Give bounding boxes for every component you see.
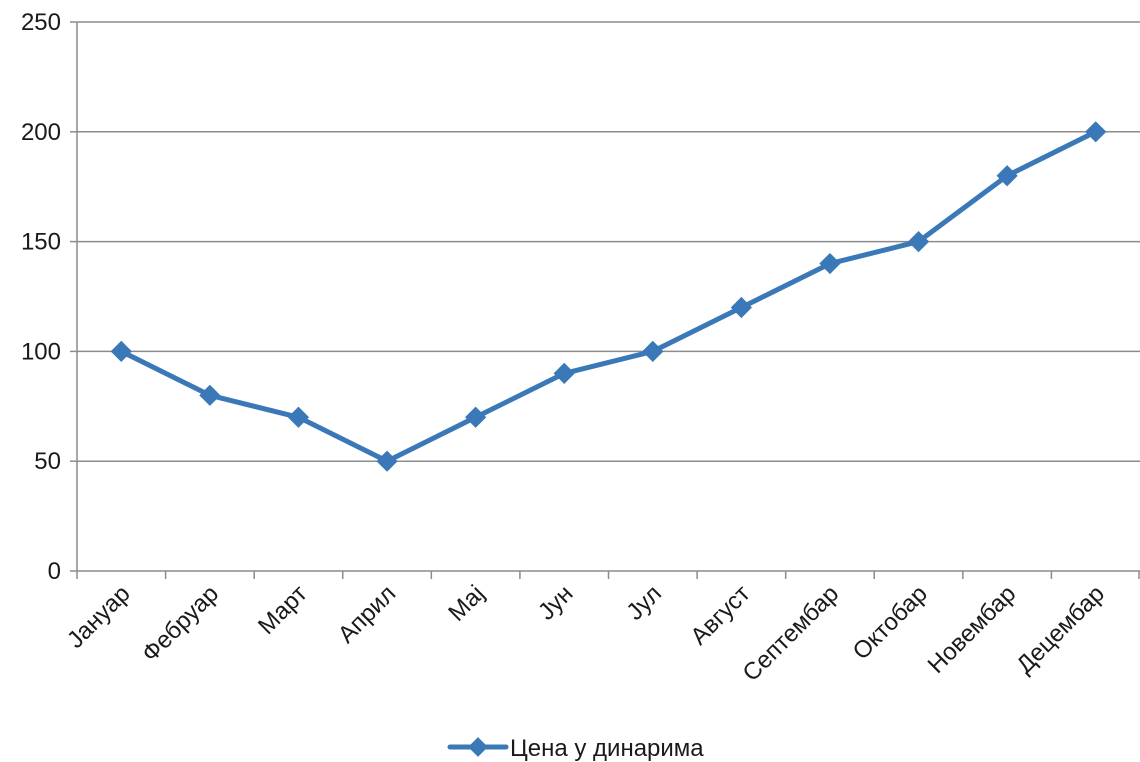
x-tick-label: Фебруар <box>137 580 224 667</box>
data-point-marker <box>1085 121 1107 143</box>
gridlines <box>77 21 1140 462</box>
x-tick-label: Јул <box>621 580 667 626</box>
data-point-marker <box>642 340 664 363</box>
legend: Цена у динарима <box>447 735 704 762</box>
data-point-marker <box>996 165 1018 187</box>
axes <box>70 21 1140 579</box>
y-tick-label: 0 <box>48 558 61 585</box>
data-point-marker <box>287 406 310 428</box>
x-tick-label: Децембар <box>1011 580 1110 679</box>
y-tick-label: 150 <box>21 229 61 256</box>
x-tick-label: Септембар <box>738 580 845 687</box>
x-tick-label: Август <box>685 580 755 650</box>
data-point-marker <box>730 296 752 319</box>
y-tick-label: 250 <box>21 9 61 36</box>
x-tick-label: Јануар <box>62 580 136 654</box>
x-tick-label: Мај <box>443 580 490 627</box>
data-point-marker <box>376 450 398 472</box>
series-line <box>118 129 1099 464</box>
series <box>110 121 1107 472</box>
y-tick-label: 50 <box>34 448 61 475</box>
data-point-marker <box>110 340 132 363</box>
legend-label: Цена у динарима <box>510 735 704 762</box>
x-tick-label: Октобар <box>848 580 933 665</box>
y-tick-labels: 0 50 100 150 200 250 <box>21 9 61 585</box>
data-point-marker <box>465 406 487 428</box>
data-point-marker <box>907 230 930 253</box>
x-tick-label: Март <box>253 580 313 640</box>
data-point-marker <box>553 362 575 384</box>
y-tick-label: 200 <box>21 119 61 146</box>
data-point-marker <box>819 252 841 275</box>
x-tick-label: Новембар <box>923 580 1022 679</box>
x-tick-label: Јун <box>533 580 578 625</box>
x-tick-labels: Јануар Фебруар Март Април Мај Јун Јул АвгустСеп… <box>62 580 1110 687</box>
x-tick-label: Април <box>333 580 401 648</box>
legend-diamond-marker <box>468 737 488 757</box>
y-tick-label: 100 <box>21 338 61 365</box>
data-point-marker <box>199 384 221 406</box>
